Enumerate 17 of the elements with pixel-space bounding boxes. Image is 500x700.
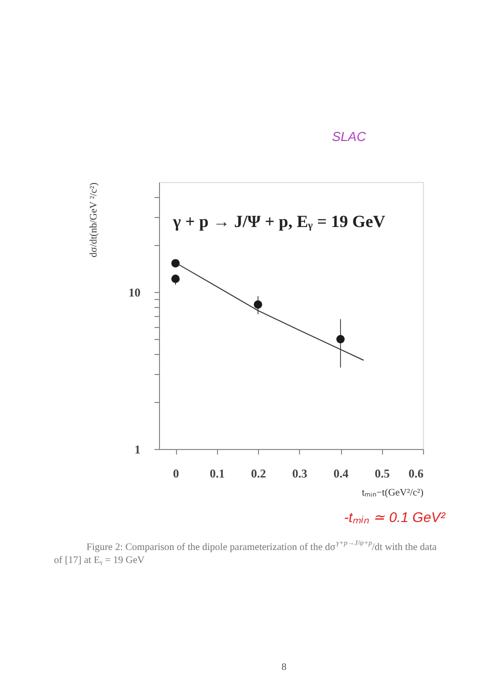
x-axis-title: tₘᵢₙ−t(GeV²/c²) xyxy=(362,488,424,498)
x-tick-label: 0 xyxy=(173,466,179,480)
x-tick-label: 0.6 xyxy=(408,466,424,480)
x-tick-label: 0.5 xyxy=(374,466,390,480)
y-tick-label: 10 xyxy=(128,285,140,300)
x-tick-label: 0.1 xyxy=(210,466,225,480)
text: 8 xyxy=(282,662,286,673)
x-tick-label: 0.4 xyxy=(334,466,348,480)
point xyxy=(171,259,180,268)
text: γ + p → J/Ψ + p, Eᵧ = 19 GeV xyxy=(172,212,386,231)
x-tick-label: 0.2 xyxy=(251,466,266,480)
text: SLAC xyxy=(332,129,367,144)
y-axis-title: dσ/dt(nb/GeV ²/c²) xyxy=(88,182,100,258)
text: of [17] at Eᵧ = 19 GeV xyxy=(54,555,146,566)
text: -tₘᵢₙ ≃ 0.1 GeV² xyxy=(344,509,446,525)
y-tick-label: 1 xyxy=(134,442,140,456)
x-tick-label: 0.3 xyxy=(292,466,308,480)
